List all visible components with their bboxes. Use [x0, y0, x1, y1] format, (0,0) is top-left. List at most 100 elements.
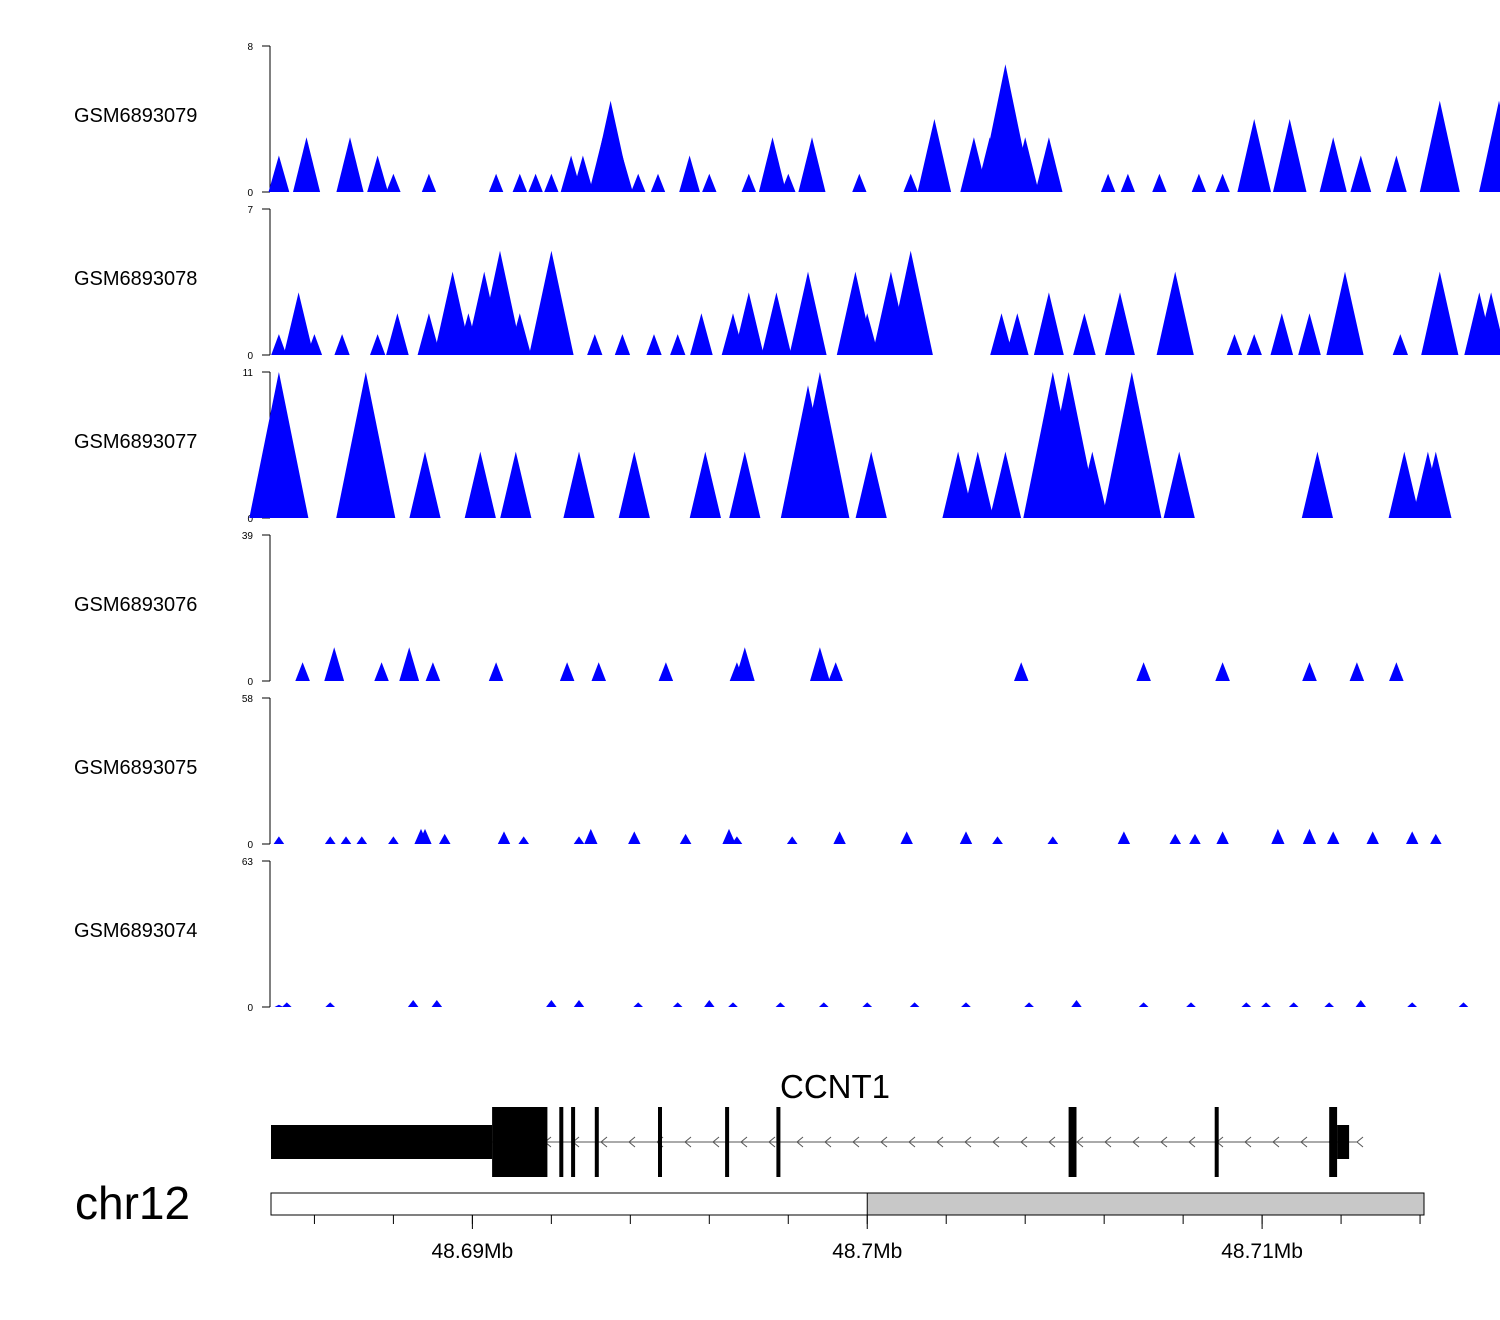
coverage-peak	[367, 155, 388, 192]
coverage-peak	[628, 831, 641, 844]
coverage-peak	[1102, 372, 1162, 518]
coverage-peak	[275, 451, 307, 518]
coverage-peak	[1033, 292, 1064, 355]
coverage-peak	[855, 313, 879, 355]
genome-axis: 48.69Mb 48.7Mb 48.71Mb	[270, 1192, 1425, 1263]
coverage-peak	[563, 451, 595, 518]
coverage-peak	[573, 836, 585, 844]
coverage-peak	[477, 250, 523, 355]
coverage-peak	[1327, 831, 1340, 844]
strand-arrow	[1160, 1136, 1168, 1148]
coverage-track: 70	[247, 205, 1500, 362]
y-tick-label: 39	[242, 531, 254, 542]
coverage-peak	[1407, 1002, 1417, 1007]
coverage-peak	[1476, 292, 1500, 355]
coverage-peak	[1024, 1002, 1034, 1007]
coverage-peak	[852, 173, 867, 192]
coverage-peak	[374, 662, 389, 681]
coverage-peak	[488, 173, 504, 192]
coverage-peak	[1419, 100, 1460, 192]
coverage-peak	[942, 451, 974, 518]
coverage-peak	[274, 1004, 284, 1007]
strand-arrow	[852, 1136, 860, 1148]
coverage-peak	[819, 1002, 829, 1007]
coverage-peak	[828, 662, 843, 681]
coverage-peak	[324, 836, 336, 844]
coverage-peak	[862, 1002, 873, 1007]
coverage-peak	[508, 313, 532, 355]
coverage-peak	[1191, 173, 1207, 192]
coverage-peak	[618, 451, 650, 518]
coverage-peak	[340, 836, 352, 844]
coverage-peak	[1406, 831, 1419, 844]
track-label: GSM6893075	[74, 757, 198, 779]
coverage-peak	[1117, 831, 1131, 844]
coverage-peak	[1076, 451, 1108, 518]
coverage-peak	[573, 1000, 585, 1007]
coverage-peak	[512, 173, 527, 192]
coverage-peak	[1152, 173, 1167, 192]
coverage-peak	[775, 1002, 786, 1007]
exon	[594, 1107, 599, 1177]
strand-arrow	[908, 1136, 916, 1148]
coverage-peak	[961, 1002, 971, 1007]
coverage-peak	[282, 1002, 292, 1007]
coverage-peak	[324, 647, 345, 681]
coverage-peak	[702, 173, 717, 192]
coverage-peak	[518, 836, 529, 844]
coverage-peak	[1420, 451, 1452, 518]
coverage-peak	[417, 313, 441, 355]
coverage-peak	[689, 451, 721, 518]
coverage-peak	[1430, 833, 1442, 844]
coverage-peak	[1261, 1002, 1271, 1007]
track-label: GSM6893078	[74, 268, 198, 290]
strand-arrow	[1048, 1136, 1056, 1148]
coverage-peak	[1186, 1002, 1196, 1007]
track-label: GSM6893077	[74, 431, 198, 453]
y-tick-label: 11	[243, 368, 254, 379]
coverage-peak	[786, 836, 798, 844]
coverage-peak	[670, 334, 686, 355]
coverage-peak	[1136, 662, 1151, 681]
coverage-peak	[1047, 836, 1059, 844]
coverage-peak	[888, 250, 933, 355]
coverage-peak	[679, 155, 700, 192]
coverage-peak	[728, 1002, 738, 1007]
coverage-peak	[336, 372, 396, 518]
strand-arrow	[1076, 1136, 1084, 1148]
coverage-peak	[729, 451, 761, 518]
coverage-peak	[1246, 334, 1262, 355]
coverage-peak	[325, 1002, 335, 1007]
strand-arrow	[600, 1136, 608, 1148]
strand-arrow	[1272, 1136, 1280, 1148]
coverage-peak	[1237, 119, 1271, 192]
coverage-peak	[741, 173, 756, 192]
y-tick-label: 7	[247, 205, 253, 216]
coverage-peak	[1226, 334, 1243, 355]
exon	[776, 1107, 781, 1177]
coverage-peak	[1288, 1002, 1299, 1007]
coverage-peak	[989, 451, 1022, 518]
exon	[571, 1107, 576, 1177]
coverage-peak	[909, 1002, 920, 1007]
coverage-peak	[979, 64, 1032, 192]
coverage-peak	[388, 836, 399, 844]
coverage-peak	[1301, 451, 1333, 518]
coverage-peak	[1241, 1002, 1252, 1007]
coverage-peak	[631, 173, 646, 192]
coverage-peak	[1349, 662, 1365, 681]
coverage-peak	[386, 173, 401, 192]
coverage-peak	[1271, 828, 1285, 844]
strand-arrow	[1244, 1136, 1252, 1148]
strand-arrow	[1132, 1136, 1140, 1148]
coverage-peak	[587, 334, 603, 355]
coverage-peak	[421, 173, 437, 192]
coverage-peak	[650, 173, 666, 192]
coverage-peak	[1392, 334, 1408, 355]
coverage-peak	[386, 313, 409, 355]
coverage-peak	[1035, 137, 1063, 192]
coverage-peak	[544, 173, 559, 192]
coverage-peak	[591, 662, 606, 681]
gene-model-track: CCNT1	[271, 1068, 1364, 1177]
